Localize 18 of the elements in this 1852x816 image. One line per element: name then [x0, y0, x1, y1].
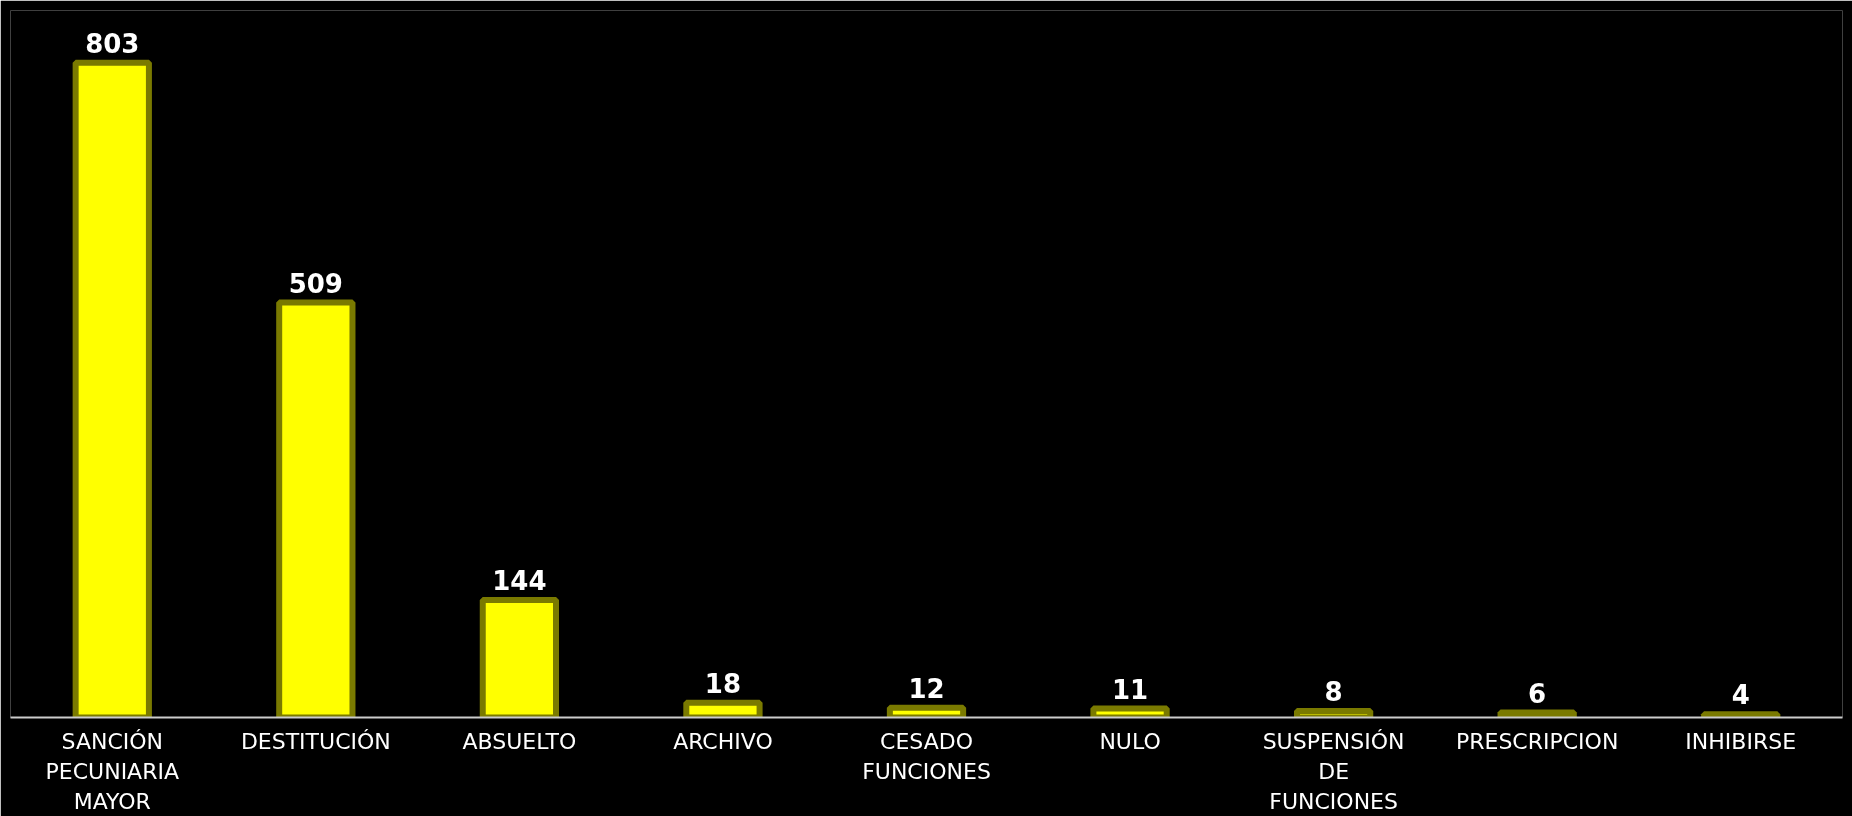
- data-label: 144: [492, 566, 547, 597]
- data-label: 803: [85, 28, 140, 59]
- data-label: 18: [704, 668, 742, 699]
- data-label: 509: [288, 268, 343, 299]
- data-label: 6: [1528, 678, 1547, 709]
- data-label: 11: [1111, 674, 1149, 705]
- data-label: 12: [908, 673, 945, 704]
- data-label: 8: [1324, 676, 1343, 707]
- x-tick-label: ARCHIVO: [673, 728, 773, 754]
- data-label: 4: [1731, 680, 1750, 711]
- x-tick-label: SUSPENSIÓN DE FUNCIONES: [1262, 728, 1405, 814]
- x-tick-label: DESTITUCIÓN: [240, 728, 391, 754]
- x-tick-label: ABSUELTO: [462, 728, 577, 754]
- x-tick-label: CESADO FUNCIONES: [862, 728, 991, 784]
- x-tick-label: PRESCRIPCION: [1455, 728, 1619, 754]
- x-tick-label: INHIBIRSE: [1685, 728, 1797, 754]
- x-tick-label: NULO: [1099, 728, 1161, 754]
- x-tick-label: SANCIÓN PECUNIARIA MAYOR: [45, 728, 180, 814]
